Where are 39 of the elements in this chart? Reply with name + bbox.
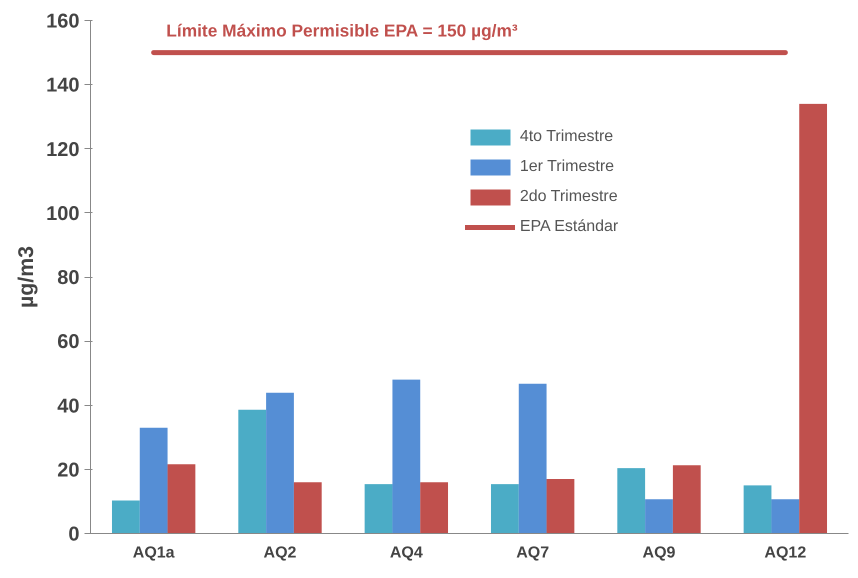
bar [294,482,322,534]
bar [168,464,196,534]
bar [744,485,772,534]
x-tick-label: AQ7 [516,544,550,562]
bar [645,499,673,534]
x-tick-label: AQ12 [764,544,806,562]
bar [490,484,519,534]
bar [617,468,646,534]
bar [238,410,266,534]
y-tick-label: 40 [57,395,80,418]
bar [771,499,800,534]
y-tick-label: 20 [57,459,80,482]
bar [392,380,420,534]
bar [799,104,828,534]
x-tick-label: AQ9 [642,544,676,562]
y-tick-label: 160 [46,10,80,32]
legend-label: EPA Estándar [520,218,618,236]
bar [518,384,547,534]
x-tick-label: AQ2 [264,544,297,562]
legend-label: 4to Trimestre [520,128,614,146]
legend-label: 2do Trimestre [520,188,618,206]
bar [364,484,392,534]
y-tick-label: 140 [46,74,80,97]
bar [266,392,294,534]
y-tick-label: 80 [57,267,80,289]
y-tick-label: 0 [68,524,80,546]
y-axis-title: µg/m3 [14,246,38,308]
legend-label: 1er Trimestre [520,158,614,176]
bar [140,428,168,534]
bar [420,482,448,534]
x-tick-label: AQ1a [132,544,175,562]
bar [112,500,140,534]
y-tick-label: 100 [46,202,80,225]
y-tick-label: 60 [57,331,80,354]
y-tick-label: 120 [46,138,80,161]
annotation: Límite Máximo Permisible EPA = 150 µg/m³ [166,20,518,41]
bar [672,465,701,534]
bar [546,478,574,534]
x-tick-label: AQ4 [390,544,423,562]
